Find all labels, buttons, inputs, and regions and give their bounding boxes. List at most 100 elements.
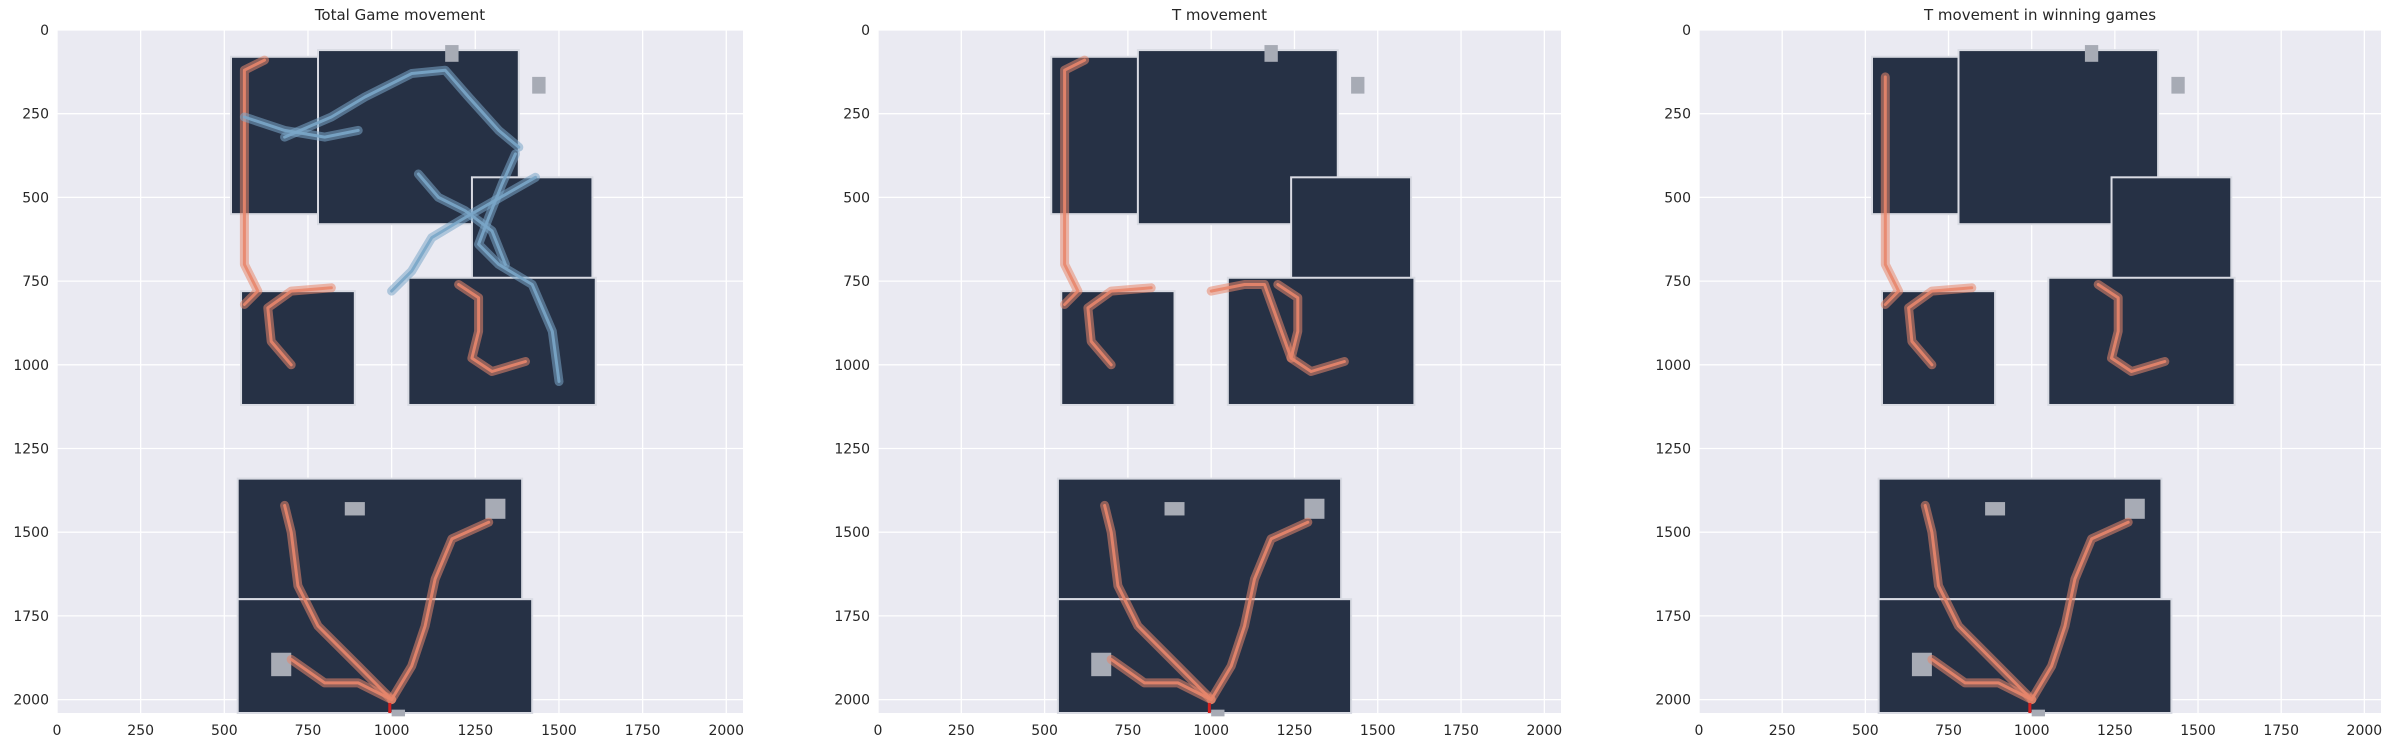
x-tick-label: 250 — [1769, 723, 1796, 739]
series-1 — [239, 55, 530, 705]
movement-trail-core — [1907, 286, 1974, 367]
x-tick-label: 2000 — [1527, 723, 1563, 739]
map-region — [407, 276, 597, 406]
movement-trail-core — [283, 503, 394, 702]
map-region — [2047, 276, 2236, 406]
y-tick-label: 1750 — [1655, 609, 1691, 625]
y-tick-label: 1250 — [834, 442, 870, 458]
movement-trail-core — [242, 58, 266, 306]
y-tick-label: 500 — [22, 190, 49, 206]
chart-title: T movement — [1171, 6, 1267, 24]
x-tick-label: 1250 — [1277, 723, 1313, 739]
map-block — [1351, 76, 1365, 94]
spawn-marker — [388, 702, 392, 713]
series-2 — [239, 65, 564, 386]
y-tick-label: 250 — [843, 107, 870, 123]
x-tick-label: 500 — [1852, 723, 1879, 739]
series-1 — [1880, 72, 2170, 705]
x-tick-label: 750 — [1935, 723, 1962, 739]
movement-trail-core — [477, 152, 561, 383]
movement-trail-core — [283, 68, 521, 149]
y-tick-label: 1000 — [1655, 358, 1691, 374]
x-tick-label: 750 — [295, 723, 322, 739]
map-block — [391, 709, 406, 717]
movement-trail-core — [1063, 58, 1087, 306]
map-block — [1985, 502, 2006, 516]
y-tick-label: 750 — [1664, 274, 1691, 290]
panel-3: 0 250 500 750 1000 1250 1500 1750 20000250500750… — [1655, 6, 2382, 739]
y-tick-label: 1250 — [13, 442, 49, 458]
y-tick-label: 1500 — [13, 525, 49, 541]
x-tick-label: 750 — [1115, 723, 1142, 739]
movement-trail-core — [1086, 286, 1153, 367]
y-tick-label: 250 — [1664, 107, 1691, 123]
map-region — [236, 477, 524, 601]
y-tick-label: 1500 — [1655, 525, 1691, 541]
x-tick-label: 0 — [1695, 723, 1704, 739]
x-tick-label: 1000 — [1193, 723, 1229, 739]
y-tick-label: 0 — [40, 23, 49, 39]
map-region — [240, 290, 356, 406]
x-tick-label: 0 — [874, 723, 883, 739]
movement-trail-core — [457, 283, 527, 373]
y-tick-label: 0 — [861, 23, 870, 39]
movement-trail-core — [1209, 520, 1310, 702]
y-tick-label: 0 — [1682, 23, 1691, 39]
movement-trail-core — [390, 175, 537, 293]
y-tick-label: 750 — [843, 274, 870, 290]
movement-trail-core — [289, 657, 394, 702]
map-block — [2171, 76, 2185, 94]
panel-1: 0 250 500 750 1000 1250 1500 1750 20000250500750… — [13, 6, 744, 739]
x-tick-label: 1250 — [457, 723, 493, 739]
movement-trail-core — [266, 286, 333, 367]
x-tick-label: 250 — [948, 723, 975, 739]
x-tick-label: 1500 — [541, 723, 577, 739]
x-tick-label: 0 — [53, 723, 62, 739]
x-tick-label: 1250 — [2097, 723, 2133, 739]
x-tick-label: 500 — [1031, 723, 1058, 739]
map-block — [271, 652, 292, 677]
movement-trail-core — [1103, 503, 1213, 702]
map-block — [485, 498, 506, 519]
y-tick-label: 2000 — [834, 693, 870, 709]
movement-trail-core — [1109, 657, 1213, 702]
y-tick-label: 2000 — [1655, 693, 1691, 709]
y-tick-label: 1000 — [13, 358, 49, 374]
y-tick-label: 1500 — [834, 525, 870, 541]
map-image — [230, 45, 597, 717]
movement-trail-core — [1930, 657, 2034, 702]
x-tick-label: 1500 — [1360, 723, 1396, 739]
spawn-marker — [2028, 702, 2032, 713]
x-tick-label: 1750 — [625, 723, 661, 739]
map-block — [1264, 45, 1278, 62]
map-image — [1050, 45, 1416, 717]
movement-trail-core — [1883, 75, 1901, 306]
y-tick-label: 1250 — [1655, 442, 1691, 458]
movement-trail-core — [416, 172, 507, 266]
series-1 — [1060, 55, 1349, 705]
x-tick-label: 500 — [211, 723, 238, 739]
map-block — [1211, 709, 1225, 717]
map-block — [445, 45, 459, 62]
y-tick-label: 1000 — [834, 358, 870, 374]
panel-2: 0 250 500 750 1000 1250 1500 1750 20000250500750… — [834, 6, 1562, 739]
movement-trail-core — [2030, 520, 2130, 702]
map-region — [1060, 290, 1176, 406]
y-tick-label: 1750 — [13, 609, 49, 625]
map-region — [1056, 477, 1343, 601]
x-tick-label: 1750 — [1443, 723, 1479, 739]
movement-trail-core — [242, 115, 360, 139]
map-block — [1091, 652, 1112, 677]
movement-trail-core — [2096, 283, 2167, 373]
spawn-marker — [1207, 702, 1211, 713]
map-block — [1911, 652, 1932, 677]
map-block — [1164, 502, 1185, 516]
y-tick-label: 750 — [22, 274, 49, 290]
chart-title: Total Game movement — [314, 6, 485, 24]
map-block — [2031, 709, 2045, 717]
movement-trail-core — [1209, 283, 1293, 360]
map-block — [532, 76, 546, 94]
x-tick-label: 1500 — [2180, 723, 2216, 739]
movement-trail-core — [1923, 503, 2034, 702]
x-tick-label: 2000 — [2347, 723, 2383, 739]
